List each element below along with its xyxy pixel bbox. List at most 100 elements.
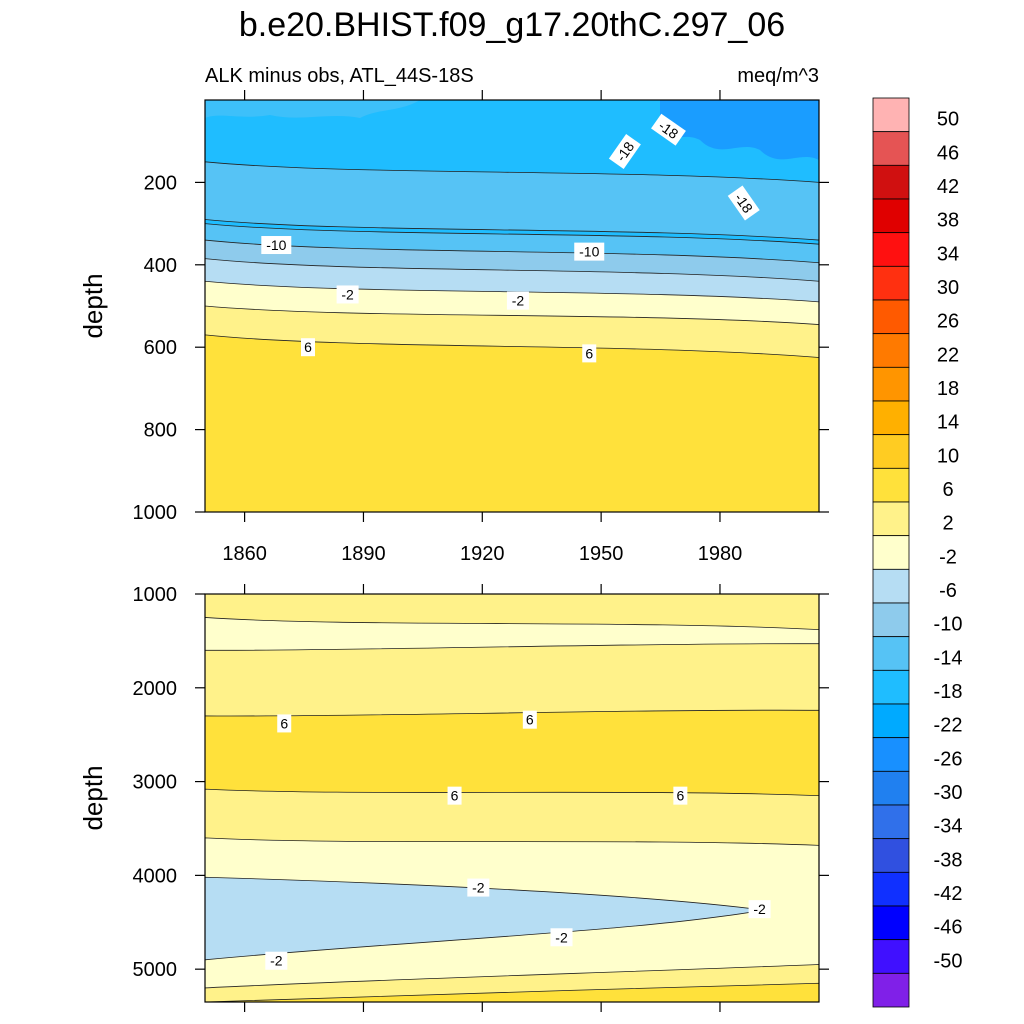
y-tick-label: 800 xyxy=(144,420,177,442)
colorbar-swatch xyxy=(872,299,910,335)
contour-label-bg xyxy=(300,338,315,357)
colorbar-swatch xyxy=(872,770,910,806)
contour-band xyxy=(205,982,819,1002)
y-tick-label: 600 xyxy=(144,337,177,359)
upper-surface-patch xyxy=(660,100,819,160)
lower-axes: 1000 2000 3000 4000 5000 xyxy=(133,584,829,1012)
colorbar-label: 6 xyxy=(942,479,953,501)
contour-label-bg xyxy=(522,710,537,729)
x-tick-label: 1980 xyxy=(698,543,743,565)
colorbar-swatch xyxy=(872,972,910,1008)
contour-label: -2 xyxy=(506,291,529,310)
y-tick-label: 1000 xyxy=(133,502,178,524)
contour-label: 6 xyxy=(300,338,315,357)
subtitle-right: meq/m^3 xyxy=(737,65,819,87)
colorbar-swatch xyxy=(872,535,910,570)
colorbar-label: 2 xyxy=(942,513,953,535)
contour-label-bg xyxy=(651,113,686,146)
contour-label: -2 xyxy=(748,900,771,919)
y-tick-label: 4000 xyxy=(133,865,178,887)
contour-label-bg xyxy=(550,928,573,947)
y-tick-label: 3000 xyxy=(133,772,178,794)
contour-label-bg xyxy=(336,285,359,304)
contour-label-bg xyxy=(608,134,641,169)
contour-label-bg xyxy=(467,878,490,897)
colorbar-label: -18 xyxy=(934,681,963,703)
contour-label-text: 6 xyxy=(304,339,312,355)
contour-label: 6 xyxy=(582,344,597,363)
upper-surface-patch xyxy=(205,100,420,118)
colorbar-swatch xyxy=(872,905,910,941)
colorbar-swatch xyxy=(872,871,910,907)
contour-label-text: 6 xyxy=(676,788,684,804)
colorbar-swatch xyxy=(872,669,910,705)
colorbar-swatch xyxy=(872,366,910,402)
contour-label-text: -2 xyxy=(472,880,485,896)
colorbar-swatch xyxy=(872,164,910,200)
colorbar-swatch xyxy=(872,602,910,638)
colorbar-swatch xyxy=(872,232,910,267)
colorbar-swatch xyxy=(872,265,910,301)
contour-label-text: -10 xyxy=(266,237,286,253)
contour-label-text: 6 xyxy=(451,788,459,804)
y-tick-label: 2000 xyxy=(133,678,178,700)
contour-label-text: 6 xyxy=(280,715,288,731)
upper-contour-fill xyxy=(205,100,819,512)
contour-label-bg xyxy=(582,344,597,363)
y-tick-label: 1000 xyxy=(133,584,178,606)
contour-label: -2 xyxy=(467,878,490,897)
contour-label-text: -2 xyxy=(555,929,568,945)
colorbar-swatch xyxy=(872,434,910,469)
y-tick-label: 200 xyxy=(144,172,177,194)
contour-label-bg xyxy=(261,236,292,255)
colorbar-label: 14 xyxy=(937,412,959,434)
contour-label-bg xyxy=(574,242,605,261)
lower-frame xyxy=(204,593,820,1003)
lower-panel: 1000 2000 3000 4000 5000 6 6 6 6 -2 -2 -2 -2 depth xyxy=(78,584,829,1012)
contour-label-text: -10 xyxy=(579,244,599,260)
colorbar-swatch xyxy=(872,737,910,772)
y-tick-label: 5000 xyxy=(133,959,178,981)
colorbar-swatch xyxy=(872,400,910,436)
x-tick-label: 1950 xyxy=(579,543,624,565)
colorbar-label: 34 xyxy=(937,243,959,265)
contour-label: 6 xyxy=(522,710,537,729)
contour-label-bg xyxy=(447,786,462,805)
contour-label-text: 6 xyxy=(526,712,534,728)
colorbar-swatch xyxy=(872,333,910,368)
colorbar-label: -22 xyxy=(934,715,963,737)
contour-label: 6 xyxy=(673,786,688,805)
colorbar-label: 18 xyxy=(937,378,959,400)
contour-label-bg xyxy=(506,291,529,310)
colorbar-swatch xyxy=(872,198,910,234)
colorbar-swatch xyxy=(872,636,910,671)
colorbar-label: 42 xyxy=(937,176,959,198)
contour-label-bg xyxy=(265,951,288,970)
contour-label: -2 xyxy=(265,951,288,970)
x-axis-labels: 1860 1890 1920 1950 1980 xyxy=(222,543,742,565)
contour-band xyxy=(205,334,819,512)
colorbar-label: 46 xyxy=(937,142,959,164)
lower-ylabel: depth xyxy=(78,765,108,830)
colorbar-swatch xyxy=(872,97,910,133)
colorbar-label: 38 xyxy=(937,210,959,232)
contour-label: 6 xyxy=(447,786,462,805)
lower-contour-fill xyxy=(205,594,819,1002)
contour-label-text: -2 xyxy=(270,953,283,969)
upper-axes: 200 400 600 800 1000 xyxy=(133,90,829,524)
colorbar-swatch xyxy=(872,131,910,166)
contour-label-text: -2 xyxy=(341,286,354,302)
colorbar-label: -42 xyxy=(934,883,963,905)
contour-label: -2 xyxy=(550,928,573,947)
contour-label-bg xyxy=(727,185,760,221)
contour-label: -10 xyxy=(574,242,605,261)
colorbar-swatch xyxy=(872,838,910,873)
colorbar-swatch xyxy=(872,939,910,974)
colorbar-swatch xyxy=(872,804,910,840)
x-tick-label: 1920 xyxy=(460,543,505,565)
colorbar-label: -2 xyxy=(939,546,957,568)
contour-label-text: -2 xyxy=(512,293,525,309)
colorbar-swatch xyxy=(872,501,910,537)
lower-contour-labels: 6 6 6 6 -2 -2 -2 -2 xyxy=(265,710,771,970)
